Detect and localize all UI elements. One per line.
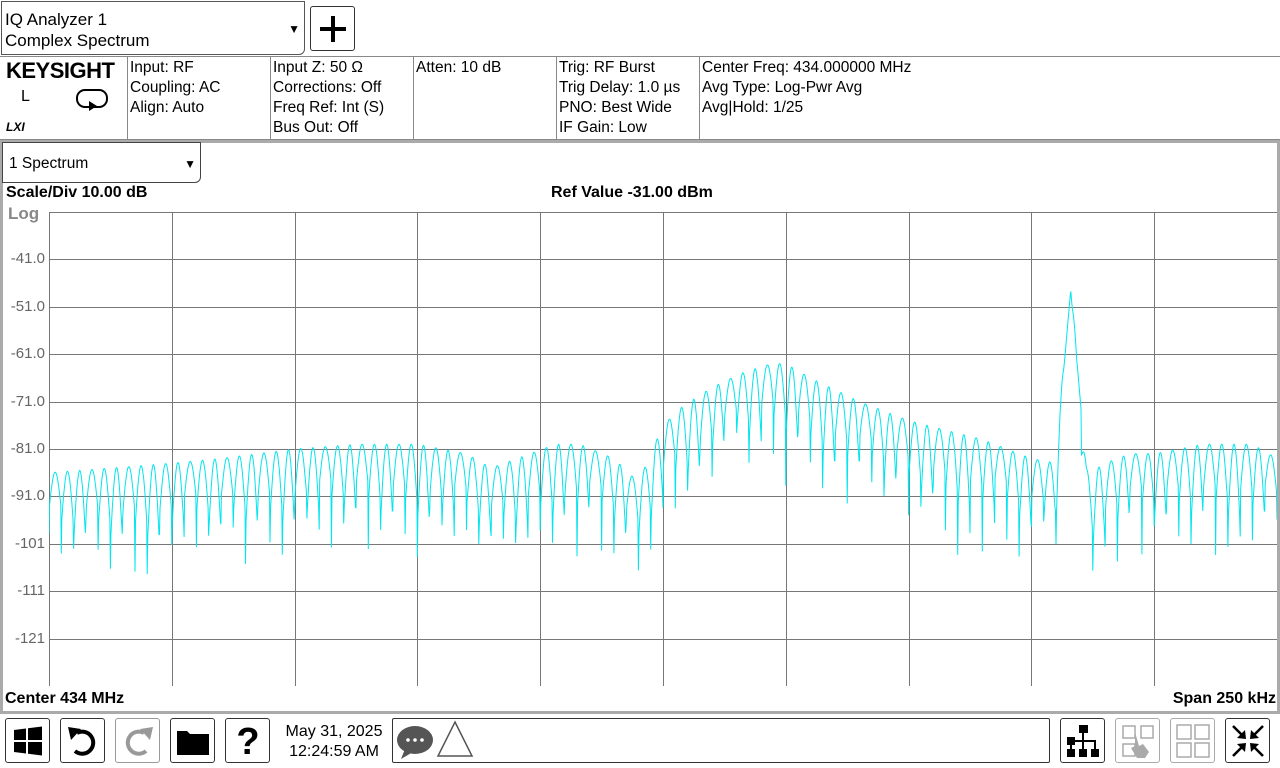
y-tick-label: -71.0 [10, 392, 45, 410]
redo-icon [125, 726, 153, 756]
spectrum-plot[interactable] [49, 212, 1277, 686]
chat-bubble-icon [397, 726, 433, 759]
pno-value: PNO: Best Wide [559, 99, 672, 116]
frequency-settings[interactable]: Center Freq: 434.000000 MHz Avg Type: Lo… [700, 57, 1280, 139]
brand-area: KEYSIGHT L LXI [0, 57, 128, 139]
analyzer-name: IQ Analyzer 1 [5, 10, 108, 29]
windows-start-button[interactable] [5, 718, 50, 763]
undo-button[interactable] [60, 718, 105, 763]
keysight-logo: KEYSIGHT [6, 58, 115, 83]
ref-value-label[interactable]: Ref Value -31.00 dBm [551, 184, 713, 201]
multi-window-button[interactable] [1170, 718, 1215, 763]
y-tick-label: -121 [14, 629, 45, 647]
corrections-value: Corrections: Off [273, 79, 382, 96]
span-label[interactable]: Span 250 kHz [1172, 690, 1276, 707]
layout-tree-button[interactable] [1060, 718, 1105, 763]
help-icon: ? [236, 721, 259, 761]
message-bar[interactable] [392, 718, 1050, 763]
bus-out-value: Bus Out: Off [273, 119, 359, 136]
atten-settings[interactable]: Atten: 10 dB [414, 57, 557, 139]
mode-indicator: L [21, 88, 30, 105]
input-settings[interactable]: Input: RF Coupling: AC Align: Auto [128, 57, 271, 139]
touch-button[interactable] [1115, 718, 1160, 763]
align-value: Align: Auto [130, 99, 205, 116]
bottom-toolbar: ? May 31, 2025 12:24:59 AM [0, 714, 1280, 768]
trig-value: Trig: RF Burst [559, 59, 655, 76]
y-tick-label: -51.0 [10, 297, 45, 315]
message-icons [397, 720, 474, 759]
chevron-down-icon: ▼ [288, 22, 300, 36]
trig-delay-value: Trig Delay: 1.0 µs [559, 79, 681, 96]
center-freq-value: Center Freq: 434.000000 MHz [702, 59, 912, 76]
settings-panel[interactable]: KEYSIGHT L LXI Input: RF Coupling: AC Al… [0, 56, 1280, 140]
top-bar: IQ Analyzer 1 Complex Spectrum ▼ [0, 0, 1280, 56]
y-tick-label: -111 [17, 582, 45, 600]
zoom-window-button[interactable] [1225, 718, 1270, 763]
log-scale-label: Log [8, 204, 40, 223]
avg-type-value: Avg Type: Log-Pwr Avg [702, 79, 863, 96]
scale-div-label[interactable]: Scale/Div 10.00 dB [6, 184, 148, 201]
y-tick-label: -61.0 [10, 345, 45, 363]
trigger-settings[interactable]: Trig: RF Burst Trig Delay: 1.0 µs PNO: B… [557, 57, 700, 139]
svg-text:?: ? [236, 721, 259, 761]
spectrum-trace [49, 291, 1277, 575]
folder-icon [176, 730, 209, 755]
add-screen-button[interactable] [310, 6, 355, 51]
analyzer-select[interactable]: IQ Analyzer 1 Complex Spectrum ▼ [1, 1, 305, 55]
redo-button[interactable] [115, 718, 160, 763]
chevron-down-icon: ▼ [184, 157, 196, 171]
y-tick-label: -81.0 [10, 440, 45, 457]
center-freq-label[interactable]: Center 434 MHz [5, 690, 125, 707]
window-select[interactable]: 1 Spectrum ▼ [2, 142, 201, 183]
plot-grid [49, 212, 1277, 686]
coupling-value: Coupling: AC [130, 79, 221, 96]
warning-triangle-icon [436, 720, 474, 757]
file-button[interactable] [170, 718, 215, 763]
input-z-settings[interactable]: Input Z: 50 Ω Corrections: Off Freq Ref:… [271, 57, 414, 139]
input-value: Input: RF [130, 59, 194, 76]
measurement-name: Complex Spectrum [5, 31, 150, 50]
window-select-label: 1 Spectrum [9, 155, 89, 172]
avg-hold-value: Avg|Hold: 1/25 [702, 99, 804, 116]
y-tick-label: -101 [14, 534, 45, 552]
y-tick-label: -91.0 [10, 487, 45, 505]
help-button[interactable]: ? [225, 718, 270, 763]
plus-icon [320, 16, 346, 42]
windows-icon [13, 726, 42, 755]
if-gain-value: IF Gain: Low [559, 119, 647, 136]
time-text: 12:24:59 AM [289, 743, 379, 760]
atten-value: Atten: 10 dB [416, 59, 502, 76]
lxi-logo: LXI [6, 120, 25, 134]
input-z-value: Input Z: 50 Ω [273, 59, 363, 76]
loop-icon [76, 89, 108, 111]
y-tick-label: -41.0 [10, 250, 45, 268]
grid-windows-icon [1175, 723, 1210, 758]
date-time: May 31, 2025 12:24:59 AM [280, 722, 388, 762]
freq-ref-value: Freq Ref: Int (S) [273, 99, 385, 116]
undo-icon [67, 726, 95, 756]
collapse-arrows-icon [1231, 724, 1264, 757]
date-text: May 31, 2025 [285, 723, 383, 740]
hand-touch-icon [1121, 724, 1154, 758]
tree-icon [1066, 724, 1099, 757]
